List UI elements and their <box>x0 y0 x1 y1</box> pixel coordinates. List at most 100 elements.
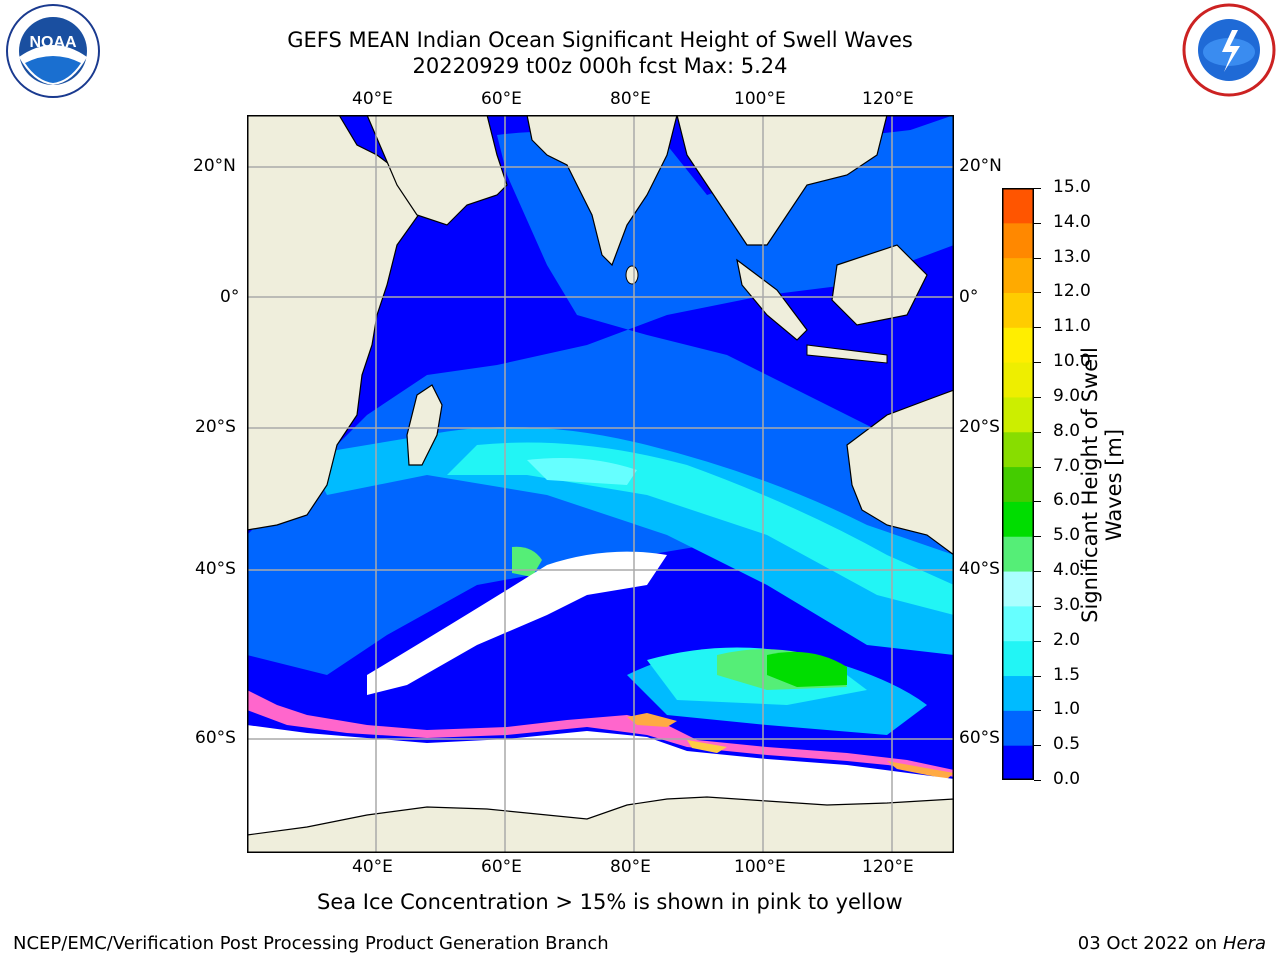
graticule <box>247 115 954 853</box>
lat-label-left: 60°S <box>195 728 236 748</box>
colorbar-tick-label: 4.0 <box>1053 560 1081 581</box>
colorbar-tick-mark <box>1034 780 1041 781</box>
colorbar-tick-label: 0.5 <box>1053 734 1081 755</box>
colorbar-swatch <box>1002 710 1034 746</box>
colorbar-tick-label: 8.0 <box>1053 420 1081 441</box>
colorbar-swatch <box>1002 466 1034 502</box>
colorbar-swatch <box>1002 745 1034 781</box>
lon-label-bottom: 40°E <box>352 857 393 877</box>
footer-date: 03 Oct 2022 on Hera <box>1077 933 1266 954</box>
colorbar-tick-mark <box>1034 745 1041 747</box>
colorbar-tick-label: 7.0 <box>1053 455 1081 476</box>
colorbar-tick-label: 6.0 <box>1053 490 1081 511</box>
colorbar-tick-mark <box>1034 327 1041 329</box>
lat-label-left: 20°N <box>193 156 236 176</box>
colorbar-tick-mark <box>1034 431 1041 433</box>
colorbar-tick-mark <box>1034 292 1041 294</box>
map-subtitle: 20220929 t00z 000h fcst Max: 5.24 <box>412 54 788 78</box>
colorbar-tick-mark <box>1034 466 1041 468</box>
map-title: GEFS MEAN Indian Ocean Significant Heigh… <box>287 28 913 52</box>
colorbar-tick-mark <box>1034 362 1041 364</box>
colorbar-tick-label: 2.0 <box>1053 629 1081 650</box>
colorbar-tick-label: 0.0 <box>1053 769 1081 789</box>
lon-label-bottom: 80°E <box>610 857 651 877</box>
colorbar-tick-label: 10.0 <box>1053 351 1091 372</box>
colorbar-tick-mark <box>1034 536 1041 538</box>
colorbar-tick-mark <box>1034 222 1041 224</box>
colorbar-tick-label: 5.0 <box>1053 525 1081 546</box>
lat-label-left: 40°S <box>195 559 236 579</box>
nws-logo <box>1180 0 1278 100</box>
colorbar-swatch <box>1002 222 1034 259</box>
colorbar-swatch <box>1002 362 1034 398</box>
borneo-land <box>831 244 928 326</box>
colorbar-swatch <box>1002 571 1034 607</box>
australia-land <box>846 389 954 556</box>
colorbar-tick-mark <box>1034 188 1041 189</box>
lon-label-top: 80°E <box>610 89 651 109</box>
colorbar-tick-label: 1.0 <box>1053 699 1081 720</box>
colorbar-tick-label: 14.0 <box>1053 211 1091 232</box>
colorbar-swatch <box>1002 640 1034 677</box>
colorbar-tick-label: 12.0 <box>1053 281 1091 302</box>
colorbar-tick-mark <box>1034 257 1041 259</box>
lat-label-right: 20°S <box>959 417 1000 437</box>
colorbar-swatch <box>1002 501 1034 537</box>
no-data-region <box>367 551 667 695</box>
colorbar-swatch <box>1002 396 1034 433</box>
antarctica-land <box>247 796 954 853</box>
lon-label-top: 60°E <box>481 89 522 109</box>
colorbar-swatch <box>1002 536 1034 572</box>
lat-label-left: 20°S <box>195 417 236 437</box>
swell-height-map <box>247 115 954 853</box>
lat-label-right: 40°S <box>959 559 1000 579</box>
colorbar-tick-label: 9.0 <box>1053 385 1081 406</box>
colorbar-label: Significant Height of Swell Waves [m] <box>1078 347 1126 623</box>
colorbar-tick-label: 1.5 <box>1053 664 1081 685</box>
colorbar-tick-label: 11.0 <box>1053 316 1091 337</box>
swell-band-1.5 <box>447 442 954 615</box>
colorbar-tick-mark <box>1034 396 1041 398</box>
lat-label-right: 20°N <box>959 156 1002 176</box>
swell-band-4.0 <box>767 651 847 687</box>
lon-label-top: 40°E <box>352 89 393 109</box>
lon-label-top: 120°E <box>862 89 914 109</box>
sea-ice-edge <box>247 690 954 777</box>
colorbar-swatch <box>1002 675 1034 711</box>
lon-label-bottom: 60°E <box>481 857 522 877</box>
colorbar-tick-label: 13.0 <box>1053 246 1091 267</box>
lon-label-top: 100°E <box>734 89 786 109</box>
java-land <box>806 344 888 364</box>
colorbar-tick-label: 3.0 <box>1053 594 1081 615</box>
arabia-land <box>366 115 508 226</box>
lat-label-right: 0° <box>959 287 979 307</box>
colorbar-swatch <box>1002 605 1034 642</box>
sumatra-land <box>736 258 808 341</box>
colorbar-tick-mark <box>1034 640 1041 642</box>
lon-label-bottom: 100°E <box>734 857 786 877</box>
noaa-logo: NOAA <box>3 3 103 99</box>
lon-label-bottom: 120°E <box>862 857 914 877</box>
colorbar-swatch <box>1002 292 1034 328</box>
colorbar-tick-mark <box>1034 675 1041 677</box>
colorbar-swatch <box>1002 188 1034 224</box>
svg-text:NOAA: NOAA <box>29 34 77 51</box>
swell-band-1.0 <box>307 427 954 655</box>
colorbar-swatch <box>1002 431 1034 468</box>
footer-credit: NCEP/EMC/Verification Post Processing Pr… <box>13 933 609 954</box>
lat-label-right: 60°S <box>959 728 1000 748</box>
colorbar-tick-mark <box>1034 710 1041 712</box>
colorbar-swatch <box>1002 327 1034 363</box>
madagascar-land <box>406 384 443 466</box>
colorbar-tick-mark <box>1034 571 1041 573</box>
colorbar-tick-label: 15.0 <box>1053 177 1091 197</box>
swell-band-2.0 <box>527 457 637 485</box>
lat-label-left: 0° <box>220 287 240 307</box>
indochina-land <box>676 115 888 246</box>
colorbar-swatch <box>1002 257 1034 293</box>
india-land <box>526 115 678 267</box>
africa-land <box>247 115 423 531</box>
colorbar <box>1002 188 1034 781</box>
sea-ice-note: Sea Ice Concentration > 15% is shown in … <box>317 890 903 914</box>
colorbar-tick-mark <box>1034 501 1041 503</box>
